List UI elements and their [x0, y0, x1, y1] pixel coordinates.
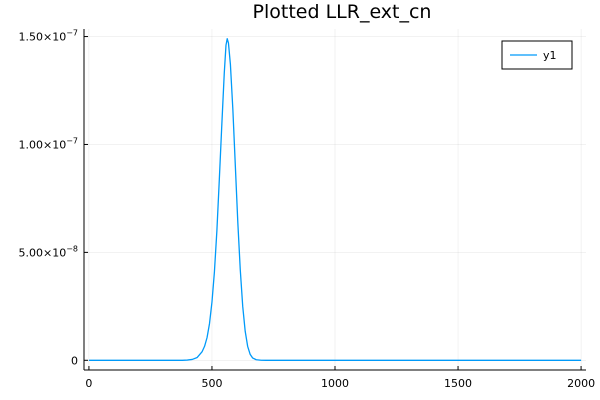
y-tick-label: 5.00×10−8 — [18, 244, 78, 259]
y-tick-mantissa: 1.00×10 — [18, 138, 66, 151]
y-tick-mantissa: 5.00×10 — [18, 246, 66, 259]
plot-series — [88, 38, 582, 361]
y-tick-label: 1.00×10−7 — [18, 136, 78, 151]
x-tick-label: 0 — [85, 377, 92, 390]
y-tick-mantissa: 1.50×10 — [18, 31, 66, 44]
legend-label-y1: y1 — [543, 49, 557, 62]
series-line-y1 — [88, 38, 582, 361]
legend: y1 — [501, 40, 573, 70]
y-tick-label: 0 — [71, 354, 78, 367]
y-tick-exponent: −8 — [66, 244, 78, 253]
y-ticks: 05.00×10−81.00×10−71.50×10−7 — [18, 29, 88, 367]
y-tick-mantissa: 0 — [71, 354, 78, 367]
x-tick-label: 1000 — [321, 377, 349, 390]
y-tick-label: 1.50×10−7 — [18, 29, 78, 44]
x-tick-label: 2000 — [567, 377, 595, 390]
x-tick-label: 500 — [201, 377, 222, 390]
y-tick-exponent: −7 — [66, 136, 78, 145]
chart-title: Plotted LLR_ext_cn — [253, 1, 432, 23]
x-tick-label: 1500 — [444, 377, 472, 390]
x-ticks: 0 500 1000 1500 2000 — [85, 366, 595, 390]
y-tick-exponent: −7 — [66, 29, 78, 38]
